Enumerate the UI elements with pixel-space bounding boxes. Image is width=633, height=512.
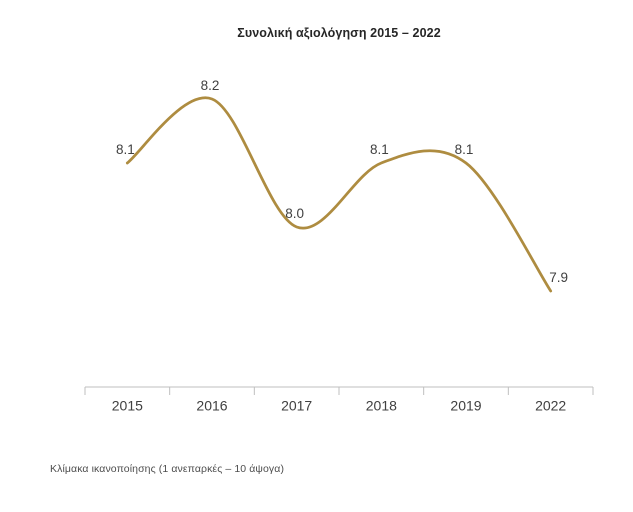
x-axis-label: 2016 [196,398,227,414]
data-label: 8.0 [285,206,304,221]
data-label: 8.2 [201,78,220,93]
x-axis-label: 2022 [535,398,566,414]
x-axis-label: 2018 [366,398,397,414]
x-axis-label: 2017 [281,398,312,414]
series-line [125,96,553,293]
data-label: 8.1 [455,142,474,157]
scale-footnote: Κλίμακα ικανοποίησης (1 ανεπαρκές – 10 ά… [50,463,285,475]
data-label: 8.1 [370,142,389,157]
x-axis-label: 2015 [112,398,143,414]
data-label: 8.1 [116,142,135,157]
chart-title: Συνολική αξιολόγηση 2015 – 2022 [237,26,441,40]
x-axis-label: 2019 [450,398,481,414]
data-label: 7.9 [549,270,568,285]
